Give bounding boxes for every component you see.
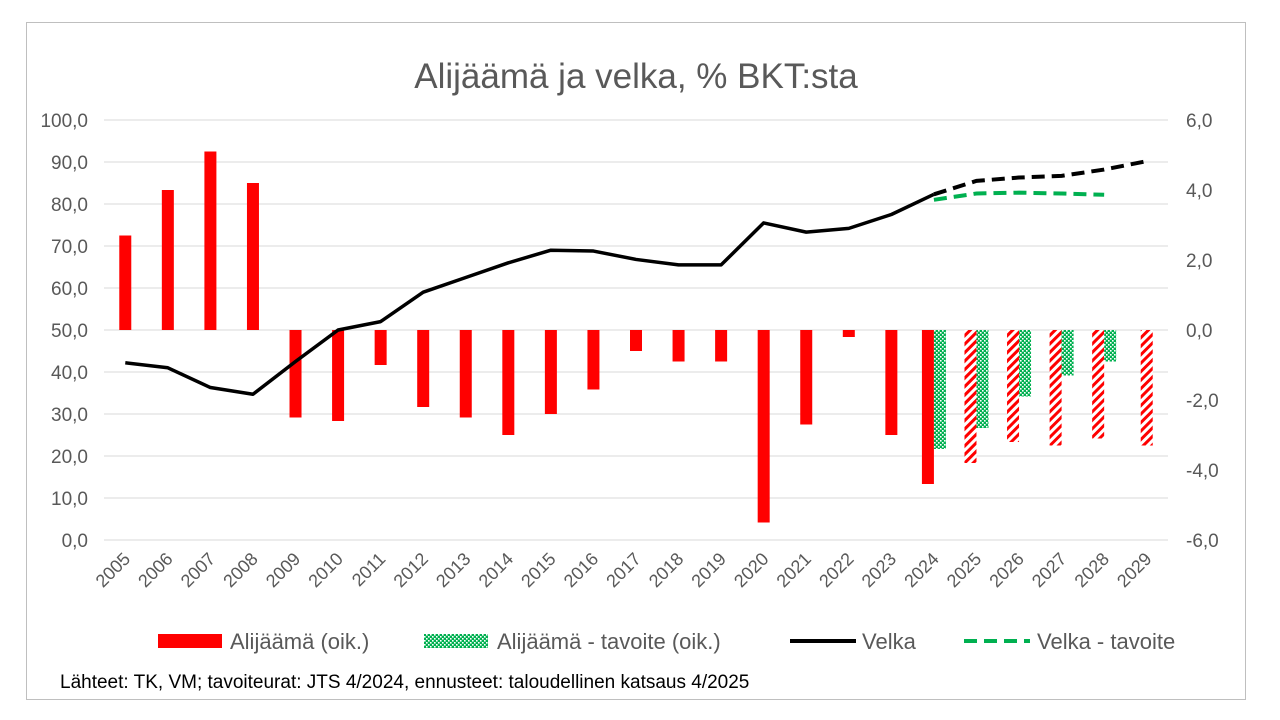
deficit-bar: [417, 330, 430, 407]
deficit-bar: [204, 151, 217, 330]
deficit-target-bar: [1061, 330, 1074, 376]
chart-frame: [26, 22, 1246, 700]
deficit-bar: [757, 330, 770, 523]
y-left-tick-label: 80,0: [51, 195, 88, 216]
legend: Alijäämä (oik.) Alijäämä - tavoite (oik.)…: [158, 629, 1175, 654]
deficit-target-bar: [1019, 330, 1032, 397]
deficit-target-bar: [1104, 330, 1117, 362]
legend-label-debt-target: Velka - tavoite: [1037, 629, 1175, 654]
y-left-tick-label: 10,0: [51, 489, 88, 510]
x-tick-label: 2012: [390, 549, 432, 591]
deficit-target-bar: [933, 330, 946, 449]
y-right-tick-label: -2,0: [1186, 391, 1219, 412]
deficit-bar: [885, 330, 898, 435]
deficit-bar: [246, 183, 259, 330]
deficit-bar: [1092, 330, 1105, 439]
x-tick-label: 2013: [432, 549, 474, 591]
x-tick-label: 2026: [985, 549, 1027, 591]
deficit-bar: [715, 330, 728, 362]
y-left-tick-label: 60,0: [51, 279, 88, 300]
legend-label-deficit-target: Alijäämä - tavoite (oik.): [497, 629, 721, 654]
deficit-bar: [1007, 330, 1020, 442]
deficit-bar: [1049, 330, 1062, 446]
deficit-bar: [544, 330, 557, 414]
chart-title: Alijäämä ja velka, % BKT:sta: [414, 57, 858, 96]
deficit-bar: [672, 330, 685, 362]
x-tick-label: 2007: [177, 549, 219, 591]
deficit-bar: [374, 330, 387, 365]
y-right-tick-label: 2,0: [1186, 251, 1212, 272]
debt-line: [125, 192, 935, 397]
deficit-bar: [630, 330, 642, 351]
y-right-tick-label: 6,0: [1186, 111, 1212, 132]
x-tick-label: 2024: [900, 549, 942, 591]
y-right-tick-label: -6,0: [1186, 531, 1219, 552]
deficit-bar: [459, 330, 472, 418]
x-tick-label: 2015: [517, 549, 559, 591]
x-tick-label: 2027: [1028, 549, 1070, 591]
x-tick-label: 2014: [475, 549, 517, 591]
deficit-bar: [289, 330, 302, 418]
debt-forecast-line: [933, 159, 1148, 197]
deficit-bar: [1140, 330, 1153, 446]
y-left-tick-label: 100,0: [40, 111, 88, 132]
y-right-tick-label: 0,0: [1186, 321, 1212, 342]
deficit-target-bar: [976, 330, 989, 428]
y-left-tick-label: 70,0: [51, 237, 88, 258]
y-left-tick-label: 30,0: [51, 405, 88, 426]
legend-swatch-deficit-target: [424, 634, 488, 648]
x-tick-label: 2021: [773, 549, 815, 591]
y-left-tick-label: 40,0: [51, 363, 88, 384]
x-tick-label: 2006: [134, 549, 176, 591]
x-tick-label: 2028: [1071, 549, 1113, 591]
x-tick-label: 2018: [645, 549, 687, 591]
deficit-bar: [921, 330, 934, 484]
debt-target-line: [933, 190, 1105, 202]
x-tick-label: 2019: [687, 549, 729, 591]
x-tick-label: 2009: [262, 549, 304, 591]
deficit-bar: [502, 330, 515, 435]
y-left-tick-label: 0,0: [62, 531, 88, 552]
y-left-tick-label: 90,0: [51, 153, 88, 174]
y-left-tick-label: 20,0: [51, 447, 88, 468]
x-tick-label: 2025: [943, 549, 985, 591]
x-tick-label: 2029: [1113, 549, 1155, 591]
source-note: Lähteet: TK, VM; tavoiteurat: JTS 4/2024…: [60, 672, 750, 693]
deficit-bar: [119, 235, 132, 330]
deficit-bar: [964, 330, 977, 463]
y-right-tick-label: -4,0: [1186, 461, 1219, 482]
x-tick-label: 2016: [560, 549, 602, 591]
x-tick-label: 2020: [730, 549, 772, 591]
deficit-bar: [800, 330, 813, 425]
x-tick-label: 2005: [92, 549, 134, 591]
x-tick-label: 2008: [219, 549, 261, 591]
x-tick-label: 2022: [815, 549, 857, 591]
legend-label-deficit: Alijäämä (oik.): [230, 629, 369, 654]
y-right-tick-label: 4,0: [1186, 181, 1212, 202]
x-tick-label: 2023: [858, 549, 900, 591]
x-tick-label: 2011: [348, 549, 390, 591]
legend-swatch-deficit: [158, 634, 222, 648]
y-left-tick-label: 50,0: [51, 321, 88, 342]
deficit-bar: [587, 330, 600, 390]
x-tick-label: 2017: [602, 549, 644, 591]
x-tick-label: 2010: [304, 549, 346, 591]
deficit-bar: [332, 330, 345, 421]
legend-label-debt: Velka: [862, 629, 917, 654]
deficit-bar: [842, 330, 855, 337]
deficit-bar: [161, 190, 174, 330]
